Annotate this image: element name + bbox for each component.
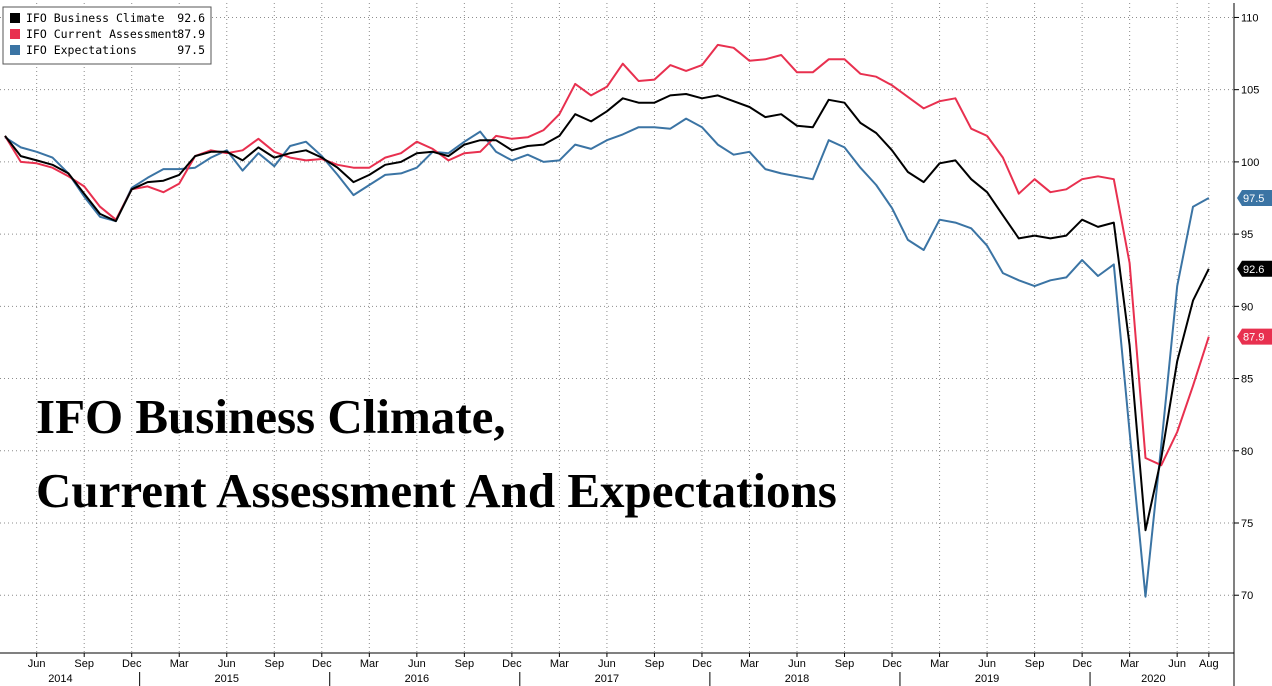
- year-label-2016: 2016: [405, 673, 429, 685]
- series-line-ifo-business-climate: [4, 93, 1210, 532]
- x-tick-label-20: Jun: [978, 658, 996, 670]
- x-tick-label-5: Sep: [264, 658, 284, 670]
- x-tick-label-25: Aug: [1199, 658, 1219, 670]
- chart-title-line-1: IFO Business Climate,: [36, 389, 506, 444]
- legend-swatch-expectations: [10, 45, 20, 55]
- y-tick-label-70: 70: [1241, 590, 1253, 602]
- series-layer: [4, 43, 1210, 598]
- x-tick-label-3: Mar: [170, 658, 189, 670]
- x-tick-label-19: Mar: [930, 658, 949, 670]
- year-label-2018: 2018: [785, 673, 809, 685]
- last-value-tag-ifo-business-climate: [1237, 260, 1272, 277]
- legend-value-expectations: 97.5: [177, 43, 205, 57]
- legend-label-expectations: IFO Expectations: [26, 43, 137, 57]
- y-tick-label-80: 80: [1241, 446, 1253, 458]
- y-tick-label-110: 110: [1241, 12, 1259, 24]
- chart-title: IFO Business Climate, Current Assessment…: [36, 389, 837, 518]
- y-tick-label-85: 85: [1241, 374, 1253, 386]
- legend-entry-business-climate: IFO Business Climate 92.6: [10, 11, 205, 25]
- axes: 70 75 80 85 90 95 100 105 110 Jun Sep Dec Mar Jun Sep D…: [0, 3, 1259, 686]
- x-tick-label-22: Dec: [1072, 658, 1092, 670]
- x-tick-label-23: Mar: [1120, 658, 1139, 670]
- x-tick-label-24: Jun: [1168, 658, 1186, 670]
- legend-value-business-climate: 92.6: [177, 11, 205, 25]
- y-tick-label-75: 75: [1241, 518, 1253, 530]
- x-tick-label-13: Sep: [645, 658, 665, 670]
- year-label-2020: 2020: [1141, 673, 1165, 685]
- x-tick-label-7: Mar: [360, 658, 379, 670]
- last-value-text-ifo-expectations: 97.5: [1243, 193, 1264, 205]
- legend-value-current-assessment: 87.9: [177, 27, 205, 41]
- legend-label-business-climate: IFO Business Climate: [26, 11, 165, 25]
- legend-entry-expectations: IFO Expectations 97.5: [10, 43, 205, 57]
- x-tick-label-15: Mar: [740, 658, 759, 670]
- year-label-2015: 2015: [215, 673, 239, 685]
- last-value-text-ifo-business-climate: 92.6: [1243, 264, 1264, 276]
- x-tick-label-2: Dec: [122, 658, 142, 670]
- year-label-2019: 2019: [975, 673, 999, 685]
- y-tick-label-105: 105: [1241, 85, 1259, 97]
- x-tick-label-14: Dec: [692, 658, 712, 670]
- x-tick-label-12: Jun: [598, 658, 616, 670]
- grid-lines: [0, 3, 1234, 653]
- y-tick-label-100: 100: [1241, 157, 1259, 169]
- x-tick-label-18: Dec: [882, 658, 902, 670]
- legend-swatch-current-assessment: [10, 29, 20, 39]
- y-tick-label-90: 90: [1241, 301, 1253, 313]
- x-tick-label-6: Dec: [312, 658, 332, 670]
- y-tick-label-95: 95: [1241, 229, 1253, 241]
- last-value-tag-ifo-current-assessment: [1237, 328, 1272, 345]
- x-tick-label-1: Sep: [74, 658, 94, 670]
- x-tick-label-21: Sep: [1025, 658, 1045, 670]
- x-tick-label-16: Jun: [788, 658, 806, 670]
- legend-entry-current-assessment: IFO Current Assessment 87.9: [10, 27, 205, 41]
- x-tick-label-9: Sep: [455, 658, 475, 670]
- year-label-2014: 2014: [48, 673, 72, 685]
- x-tick-label-4: Jun: [218, 658, 236, 670]
- last-value-tags: 92.6 87.9 97.5: [1237, 190, 1272, 345]
- series-line-ifo-expectations: [4, 117, 1210, 598]
- legend-swatch-business-climate: [10, 13, 20, 23]
- x-tick-label-8: Jun: [408, 658, 426, 670]
- last-value-tag-ifo-expectations: [1237, 190, 1272, 206]
- x-tick-label-0: Jun: [28, 658, 46, 670]
- x-tick-label-17: Sep: [835, 658, 855, 670]
- x-tick-label-11: Mar: [550, 658, 569, 670]
- chart-title-line-2: Current Assessment And Expectations: [36, 463, 837, 518]
- legend: IFO Business Climate 92.6 IFO Current As…: [2, 6, 212, 65]
- last-value-text-ifo-current-assessment: 87.9: [1243, 332, 1264, 344]
- x-tick-label-10: Dec: [502, 658, 522, 670]
- year-label-2017: 2017: [595, 673, 619, 685]
- legend-label-current-assessment: IFO Current Assessment: [26, 27, 178, 41]
- legend-box: [2, 6, 212, 65]
